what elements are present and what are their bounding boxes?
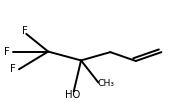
Text: HO: HO (65, 90, 80, 100)
Text: F: F (22, 26, 27, 36)
Text: F: F (4, 47, 10, 57)
Text: CH₃: CH₃ (98, 79, 115, 88)
Text: F: F (10, 64, 16, 74)
